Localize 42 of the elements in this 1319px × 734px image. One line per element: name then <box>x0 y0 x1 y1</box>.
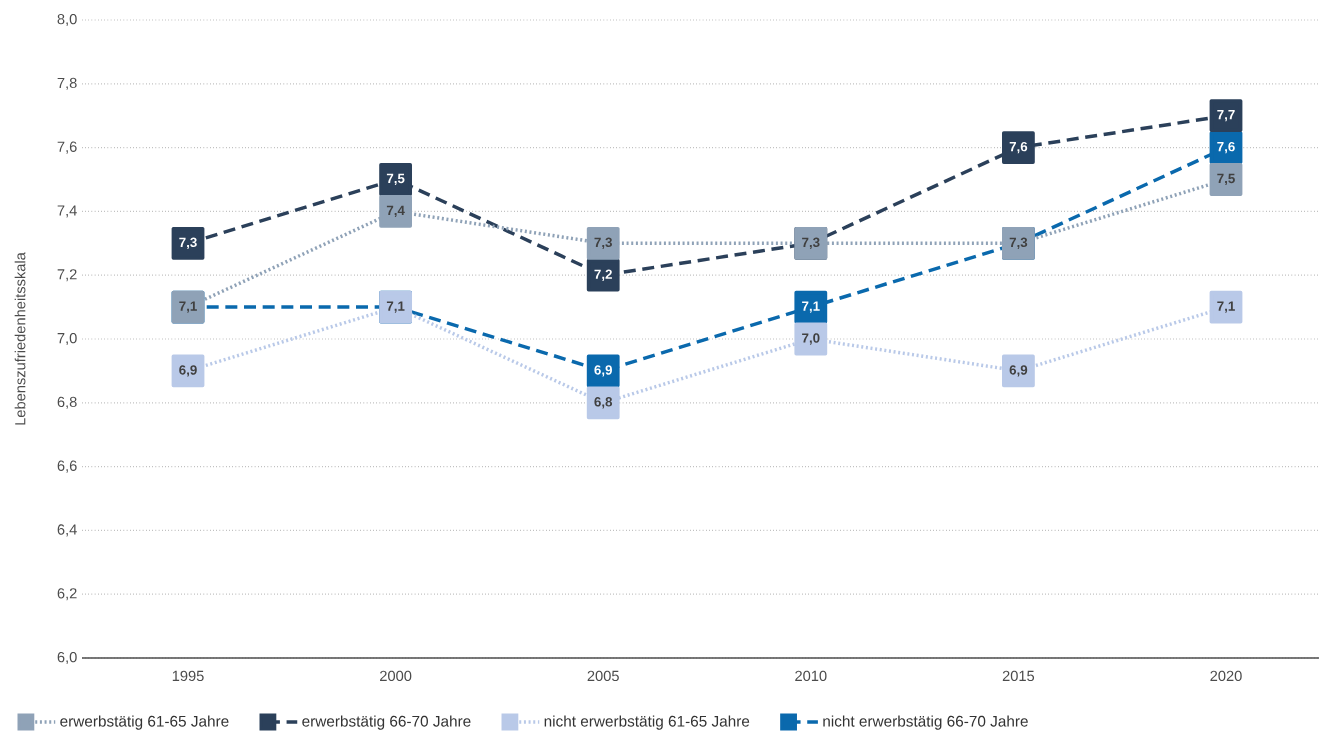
x-tick-label: 2000 <box>380 670 412 682</box>
data-label: 6,8 <box>594 397 613 409</box>
x-tick-label: 2015 <box>1002 670 1035 682</box>
y-tick-label: 6,0 <box>57 651 77 665</box>
y-tick-label: 7,6 <box>57 141 77 154</box>
legend-label: nicht erwerbstätig 66-70 Jahre <box>823 715 1028 730</box>
legend-label: erwerbstätig 61-65 Jahre <box>60 715 229 730</box>
y-tick-label: 7,4 <box>57 205 77 218</box>
y-tick-label: 7,2 <box>57 269 77 282</box>
data-label: 7,2 <box>594 269 612 281</box>
data-label: 7,5 <box>386 173 405 186</box>
data-label: 6,9 <box>179 365 197 377</box>
data-label: 7,4 <box>386 205 405 218</box>
data-label: 7,5 <box>1217 173 1235 186</box>
y-axis-title: Lebenszufriedenheitsskala <box>14 252 26 425</box>
data-label: 7,1 <box>386 301 405 313</box>
legend-label: nicht erwerbstätig 61-65 Jahre <box>544 715 750 730</box>
y-tick-label: 7,8 <box>57 77 77 90</box>
data-label: 7,1 <box>179 301 197 313</box>
data-label: 7,3 <box>802 237 820 249</box>
x-tick-label: 2005 <box>587 670 619 682</box>
data-label: 6,9 <box>1009 365 1028 377</box>
data-label: 6,9 <box>594 365 612 377</box>
y-tick-label: 6,6 <box>57 460 77 473</box>
data-label: 7,3 <box>179 237 197 249</box>
data-label: 7,3 <box>1009 237 1028 249</box>
y-tick-label: 6,2 <box>57 588 77 601</box>
data-label: 7,0 <box>802 333 820 345</box>
data-label: 7,1 <box>1217 301 1235 313</box>
x-tick-label: 1995 <box>172 670 204 682</box>
y-tick-label: 6,8 <box>57 396 77 409</box>
data-label: 7,7 <box>1217 110 1235 122</box>
data-label: 7,3 <box>594 237 612 249</box>
data-label: 7,6 <box>1217 141 1235 154</box>
y-tick-label: 7,0 <box>57 332 77 346</box>
data-label: 7,1 <box>802 301 820 313</box>
y-tick-label: 8,0 <box>57 13 77 27</box>
legend-label: erwerbstätig 66-70 Jahre <box>302 715 471 730</box>
data-label: 7,6 <box>1009 141 1028 154</box>
x-tick-label: 2010 <box>795 670 827 682</box>
y-tick-label: 6,4 <box>57 524 77 537</box>
x-tick-label: 2020 <box>1210 670 1242 682</box>
